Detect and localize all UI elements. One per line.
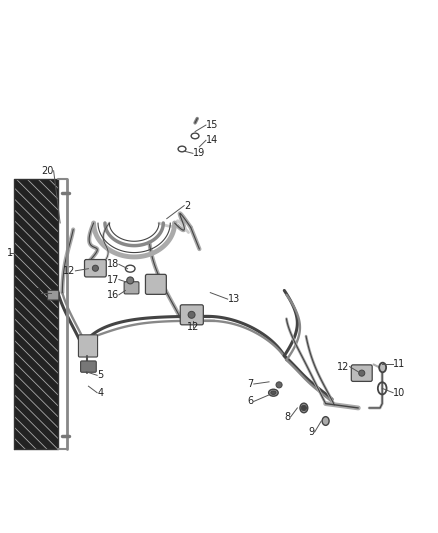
Text: 20: 20 bbox=[41, 166, 53, 176]
Ellipse shape bbox=[379, 362, 386, 372]
Ellipse shape bbox=[300, 403, 308, 413]
Ellipse shape bbox=[271, 391, 276, 394]
Ellipse shape bbox=[268, 389, 278, 396]
FancyBboxPatch shape bbox=[78, 335, 98, 357]
Text: 13: 13 bbox=[228, 294, 240, 304]
Bar bbox=[14, 180, 58, 449]
Text: 9: 9 bbox=[309, 427, 315, 437]
Text: 12: 12 bbox=[337, 361, 350, 372]
Text: 12: 12 bbox=[63, 266, 75, 276]
Text: 1: 1 bbox=[7, 248, 13, 259]
Text: 5: 5 bbox=[97, 370, 103, 381]
Text: 4: 4 bbox=[97, 387, 103, 398]
FancyBboxPatch shape bbox=[145, 274, 166, 294]
Text: 10: 10 bbox=[393, 387, 405, 398]
Text: 17: 17 bbox=[106, 274, 119, 285]
Circle shape bbox=[301, 405, 307, 410]
FancyBboxPatch shape bbox=[180, 305, 203, 325]
Text: 18: 18 bbox=[106, 260, 119, 269]
Ellipse shape bbox=[322, 417, 329, 425]
Text: 8: 8 bbox=[285, 411, 291, 422]
Text: 14: 14 bbox=[206, 135, 218, 146]
Text: 19: 19 bbox=[193, 148, 205, 158]
Text: 2: 2 bbox=[184, 200, 191, 211]
FancyBboxPatch shape bbox=[124, 282, 139, 294]
Circle shape bbox=[276, 382, 282, 388]
Circle shape bbox=[359, 370, 365, 376]
Text: 11: 11 bbox=[393, 359, 405, 369]
Circle shape bbox=[188, 311, 195, 318]
Text: 6: 6 bbox=[248, 397, 254, 407]
FancyBboxPatch shape bbox=[81, 361, 96, 372]
FancyBboxPatch shape bbox=[47, 290, 59, 300]
FancyBboxPatch shape bbox=[85, 260, 106, 277]
Text: 16: 16 bbox=[106, 290, 119, 300]
Text: 15: 15 bbox=[206, 120, 218, 130]
Text: 3: 3 bbox=[35, 288, 41, 297]
Circle shape bbox=[92, 265, 99, 271]
Text: 7: 7 bbox=[247, 379, 254, 389]
Circle shape bbox=[127, 277, 134, 284]
FancyBboxPatch shape bbox=[351, 365, 372, 382]
Text: 12: 12 bbox=[187, 322, 199, 333]
